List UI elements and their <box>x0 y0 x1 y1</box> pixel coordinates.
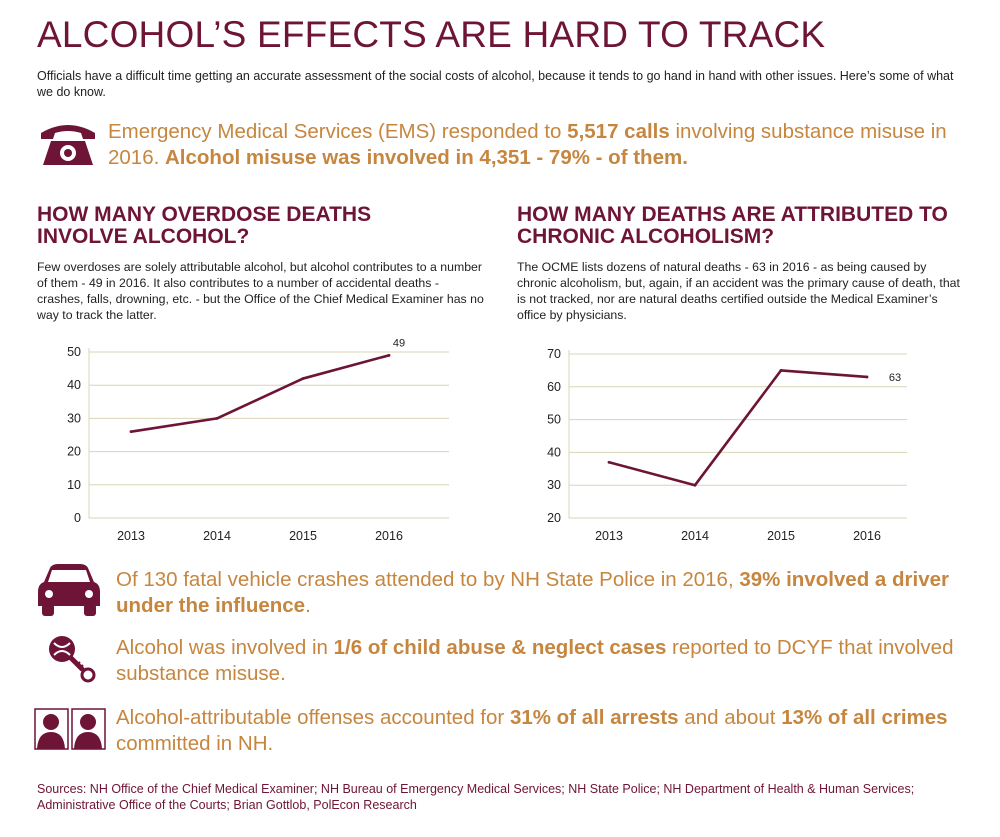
x-tick-label: 2016 <box>375 529 403 543</box>
sources: Sources: NH Office of the Chief Medical … <box>37 782 915 812</box>
y-tick-label: 20 <box>547 511 561 525</box>
chronic-chart: 20 30 40 50 60 70 2013 2014 2015 2016 63 <box>547 347 907 543</box>
data-point <box>301 377 305 380</box>
telephone-icon <box>41 125 95 165</box>
data-point <box>779 369 783 372</box>
overdose-body: Few overdoses are solely attributable al… <box>37 260 484 322</box>
car-icon <box>38 564 100 616</box>
child-abuse-text-1: Alcohol was involved in <box>116 636 334 659</box>
y-tick-label: 40 <box>67 378 81 392</box>
y-tick-label: 30 <box>67 411 81 425</box>
x-tick-label: 2015 <box>289 529 317 543</box>
y-tick-label: 20 <box>67 445 81 459</box>
ems-stat: Emergency Medical Services (EMS) respond… <box>108 119 968 171</box>
x-tick-label: 2013 <box>595 529 623 543</box>
x-tick-label: 2016 <box>853 529 881 543</box>
arrests-stat: Alcohol-attributable offenses accounted … <box>116 705 956 757</box>
end-value-label: 63 <box>889 372 901 384</box>
ems-alcohol-share: Alcohol misuse was involved in 4,351 - 7… <box>165 146 688 169</box>
data-point <box>865 375 869 379</box>
series-line <box>130 354 390 433</box>
ems-text-1: Emergency Medical Services (EMS) respond… <box>108 120 568 143</box>
data-point <box>129 430 133 434</box>
child-abuse-stat: Alcohol was involved in 1/6 of child abu… <box>116 635 956 687</box>
y-tick-label: 60 <box>547 380 561 394</box>
x-tick-label: 2013 <box>117 529 145 543</box>
y-tick-label: 30 <box>547 478 561 492</box>
page-title: ALCOHOL’S EFFECTS ARE HARD TO TRACK <box>37 14 826 55</box>
x-tick-label: 2014 <box>681 529 709 543</box>
arrests-share: 31% of all arrests <box>509 706 679 729</box>
arrests-text-1: Alcohol-attributable offenses accounted … <box>116 706 510 729</box>
data-point <box>607 460 611 464</box>
rattle-icon <box>49 636 96 683</box>
overdose-chart: 0 10 20 30 40 50 2013 2014 2015 2016 49 <box>67 337 449 543</box>
x-tick-label: 2014 <box>203 529 231 543</box>
x-tick-label: 2015 <box>767 529 795 543</box>
data-point <box>215 417 219 420</box>
child-abuse-share: 1/6 of child abuse & neglect cases <box>333 636 667 659</box>
intro-text: Officials have a difficult time getting … <box>37 69 954 99</box>
overdose-heading: HOW MANY OVERDOSE DEATHS INVOLVE ALCOHOL… <box>37 203 372 248</box>
y-tick-label: 0 <box>74 511 81 525</box>
chronic-heading: HOW MANY DEATHS ARE ATTRIBUTED TO CHRONI… <box>517 203 948 248</box>
ems-calls: 5,517 calls <box>567 120 670 143</box>
crashes-text-2: . <box>305 594 311 617</box>
ems-text-2: involving substance misuse in 2016. <box>108 120 947 169</box>
mugshot-icon <box>34 708 106 750</box>
crashes-text-1: Of 130 fatal vehicle crashes attended to… <box>116 568 740 591</box>
crashes-stat: Of 130 fatal vehicle crashes attended to… <box>116 567 956 619</box>
child-abuse-text-2: reported to DCYF that involved substance… <box>116 636 954 685</box>
end-value-label: 49 <box>393 337 405 349</box>
y-tick-label: 40 <box>547 445 561 459</box>
series-line <box>608 369 868 487</box>
data-point <box>693 483 697 487</box>
arrests-text-3: committed in NH. <box>116 732 274 755</box>
y-tick-label: 50 <box>547 413 561 427</box>
crashes-dui-share: 39% involved a driver under the influenc… <box>116 568 949 617</box>
chronic-body: The OCME lists dozens of natural deaths … <box>517 260 960 322</box>
arrests-text-2: and about <box>678 706 782 729</box>
crimes-share: 13% of all crimes <box>781 706 948 729</box>
y-tick-label: 50 <box>67 345 81 359</box>
data-point <box>387 353 391 357</box>
y-tick-label: 10 <box>67 478 81 492</box>
y-tick-label: 70 <box>547 347 561 361</box>
